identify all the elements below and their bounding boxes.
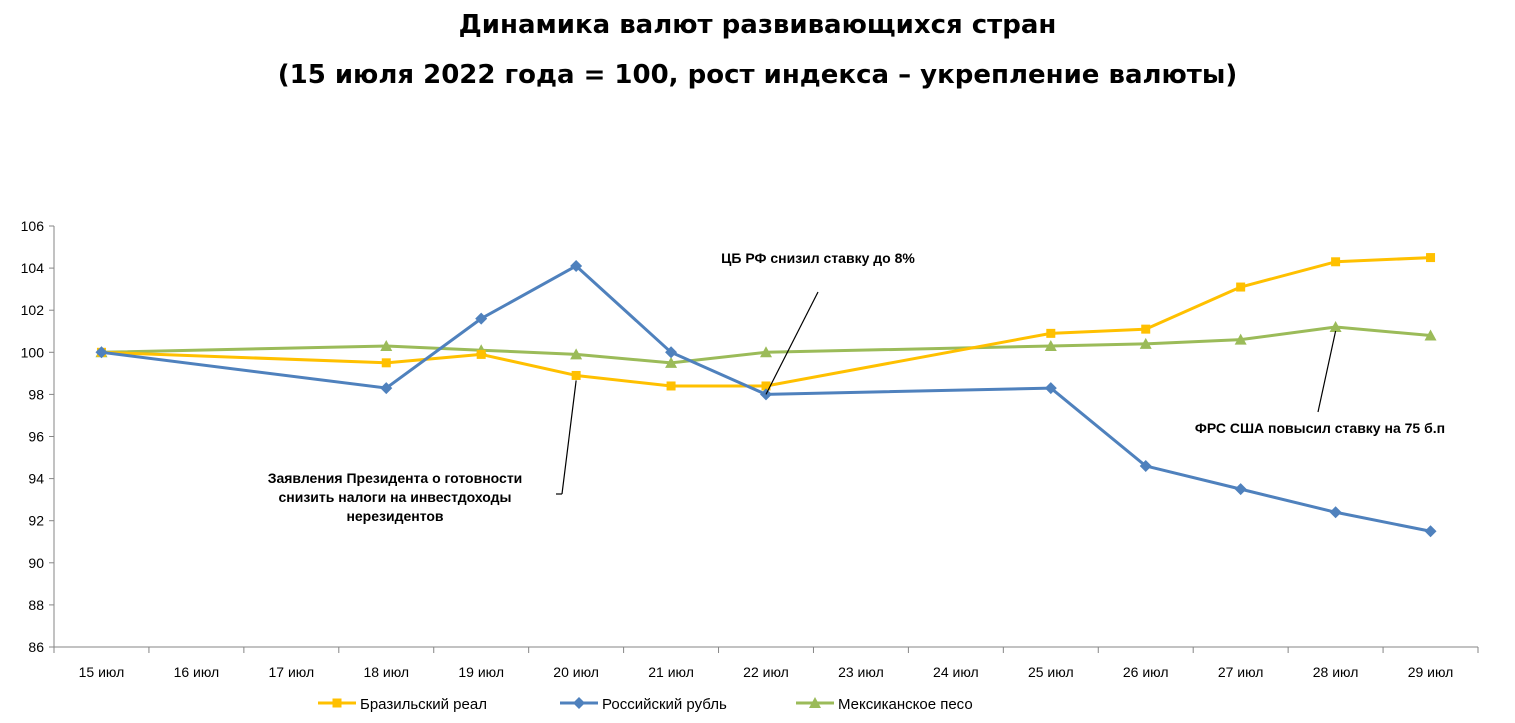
x-tick-label: 21 июл <box>648 664 694 680</box>
data-point-marker <box>476 349 486 359</box>
data-point-marker <box>475 312 488 325</box>
annotation-text-line: ФРС США повысил ставку на 75 б.п <box>1195 420 1445 436</box>
y-tick-label: 98 <box>28 386 44 402</box>
y-tick-label: 96 <box>28 429 44 445</box>
x-tick-label: 26 июл <box>1123 664 1169 680</box>
x-tick-label: 23 июл <box>838 664 884 680</box>
x-tick-label: 16 июл <box>174 664 220 680</box>
y-tick-label: 90 <box>28 555 44 571</box>
x-tick-label: 22 июл <box>743 664 789 680</box>
data-point-marker <box>1139 337 1152 349</box>
chart-axes: 86 88 90 92 94 96 98 100 102 104 106 15 июл 16 июл 17… <box>21 218 1479 680</box>
chart-title: Динамика валют развивающихся стран <box>458 10 1057 40</box>
data-point-marker <box>1234 333 1247 345</box>
annotation-text-line: Заявления Президента о готовности <box>268 470 523 486</box>
x-tick-label: 24 июл <box>933 664 979 680</box>
data-point-marker <box>1424 329 1437 341</box>
data-point-marker <box>380 339 393 351</box>
y-tick-label: 104 <box>21 260 45 276</box>
x-tick-label: 28 июл <box>1313 664 1359 680</box>
data-point-marker <box>665 356 678 368</box>
data-point-marker <box>666 381 676 391</box>
series-line <box>101 325 1431 365</box>
y-tick-label: 92 <box>28 513 44 529</box>
annotation-text-line: ЦБ РФ снизил ставку до 8% <box>721 250 915 266</box>
data-point-marker <box>1331 257 1341 267</box>
legend-item: Российский рубль <box>560 696 727 713</box>
chart-legend: Бразильский реал Российский рубль Мексикан… <box>318 696 973 713</box>
x-tick-label: 18 июл <box>363 664 409 680</box>
x-tick-label: 29 июл <box>1408 664 1454 680</box>
data-point-marker <box>1329 506 1342 519</box>
x-tick-label: 25 июл <box>1028 664 1074 680</box>
data-point-marker <box>95 346 108 359</box>
annotation-cbr: ЦБ РФ снизил ставку до 8% <box>721 250 915 395</box>
y-tick-label: 106 <box>21 218 45 234</box>
x-tick-label: 17 июл <box>269 664 315 680</box>
data-point-marker <box>570 259 583 272</box>
data-point-marker <box>1141 324 1151 334</box>
series-line <box>101 256 1431 388</box>
annotation-leader-line <box>765 291 819 395</box>
annotation-leader-line <box>1317 330 1337 413</box>
data-point-marker <box>381 358 391 368</box>
chart-annotations: Заявления Президента о готовности снизить… <box>268 250 1445 524</box>
data-point-marker <box>1046 328 1056 338</box>
data-point-marker <box>760 346 772 358</box>
data-point-marker <box>665 346 678 359</box>
y-tick-label: 88 <box>28 597 44 613</box>
data-point-marker <box>1329 321 1342 333</box>
data-point-marker <box>1044 382 1057 395</box>
annotation-leader-line <box>561 380 577 495</box>
legend-marker <box>809 697 821 708</box>
data-point-marker <box>571 370 581 380</box>
data-point-marker <box>1426 253 1436 263</box>
x-tick-label: 20 июл <box>553 664 599 680</box>
legend-marker <box>573 697 585 709</box>
x-tick-label: 15 июл <box>79 664 125 680</box>
y-tick-label: 100 <box>21 344 45 360</box>
y-tick-label: 86 <box>28 639 44 655</box>
data-point-marker <box>1236 282 1246 292</box>
data-point-marker <box>380 382 393 395</box>
y-tick-label: 94 <box>28 471 44 487</box>
data-point-marker <box>1139 459 1152 472</box>
data-point-marker <box>1424 525 1437 538</box>
x-tick-label: 27 июл <box>1218 664 1264 680</box>
x-tick-label: 19 июл <box>458 664 504 680</box>
y-tick-label: 102 <box>21 302 45 318</box>
data-point-marker <box>761 381 771 391</box>
legend-marker <box>332 698 342 708</box>
legend-item: Бразильский реал <box>318 696 487 713</box>
legend-label: Мексиканское песо <box>838 696 973 713</box>
legend-label: Российский рубль <box>602 696 727 713</box>
annotation-president: Заявления Президента о готовности снизить… <box>268 380 577 524</box>
annotation-text-line: снизить налоги на инвестдоходы <box>278 489 511 505</box>
annotation-text-line: нерезидентов <box>346 508 443 524</box>
chart-subtitle: (15 июля 2022 года = 100, рост индекса –… <box>277 60 1238 90</box>
legend-item: Мексиканское песо <box>796 696 973 713</box>
legend-label: Бразильский реал <box>360 696 487 713</box>
annotation-fed: ФРС США повысил ставку на 75 б.п <box>1195 330 1445 436</box>
series-бразильский-реал <box>96 253 1436 391</box>
data-point-marker <box>570 348 583 360</box>
data-point-marker <box>1044 339 1057 351</box>
data-point-marker <box>1234 483 1247 496</box>
